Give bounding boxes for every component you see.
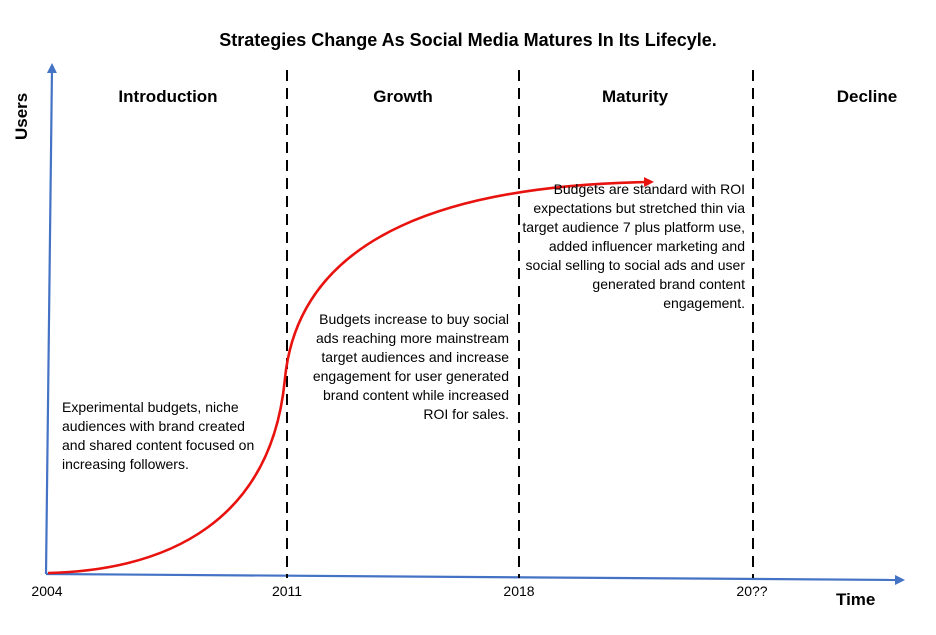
tick-2018: 2018 [503,583,535,599]
note-introduction: Experimental budgets, niche audiences wi… [62,399,255,472]
y-axis-label: Users [12,92,31,140]
note-growth: Budgets increase to buy social ads reach… [312,311,509,422]
phase-maturity: Maturity [601,87,669,106]
x-axis-label: Time [836,590,876,609]
lifecycle-curve [47,177,654,575]
y-axis [44,63,57,575]
phase-decline: Decline [836,87,898,106]
phase-growth: Growth [373,87,433,106]
tick-2011: 2011 [271,583,303,599]
tick-2004: 2004 [31,583,63,599]
tick-20xx: 20?? [736,583,768,599]
x-axis [45,572,905,585]
diagram-title: Strategies Change As Social Media Mature… [219,30,717,50]
note-maturity: Budgets are standard with ROI expectatio… [522,181,745,311]
phase-introduction: Introduction [118,87,218,106]
